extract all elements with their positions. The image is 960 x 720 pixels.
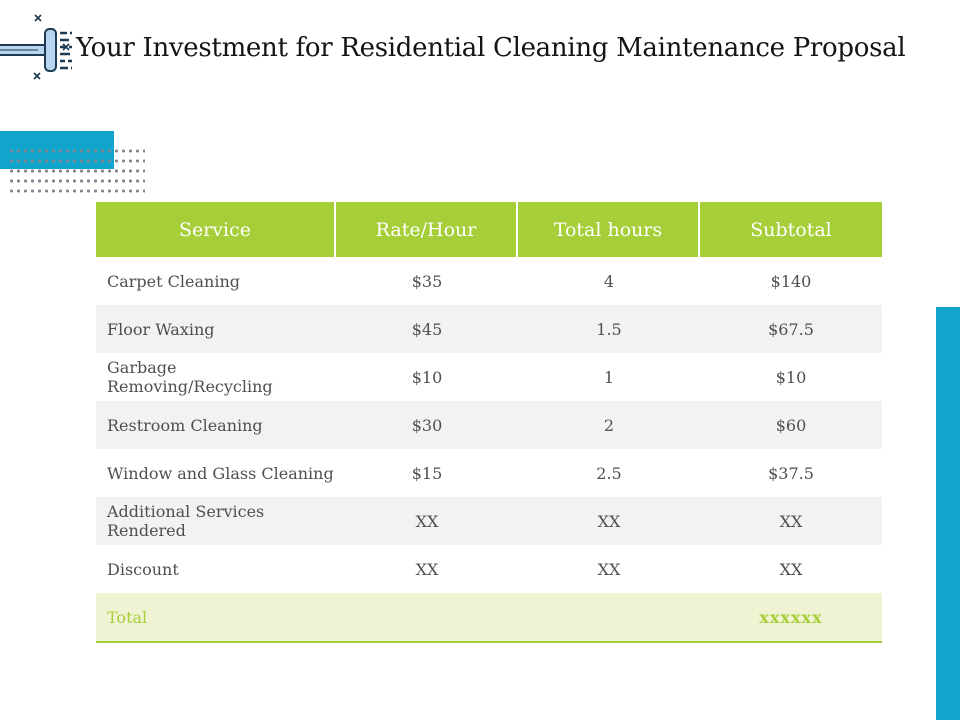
cell-subtotal: XX	[779, 511, 803, 531]
table-row-carpet-cleaning: Carpet Cleaning $35 4 $140	[96, 257, 882, 305]
header-subtotal: Subtotal	[750, 218, 832, 241]
cell-hours: XX	[597, 511, 621, 531]
cell-rate: $35	[411, 271, 443, 291]
cell-rate: XX	[415, 511, 439, 531]
total-hours-empty	[518, 593, 700, 641]
table-row-restroom-cleaning: Restroom Cleaning $30 2 $60	[96, 401, 882, 449]
header-service: Service	[96, 202, 336, 257]
table-row-garbage-removing: Garbage Removing/Recycling $10 1 $10	[96, 353, 882, 401]
cell-service: Discount	[107, 559, 179, 579]
cell-hours: XX	[597, 559, 621, 579]
cell-service: Floor Waxing	[107, 319, 215, 339]
header-rate-hour: Rate/Hour	[336, 202, 518, 257]
cell-service: Carpet Cleaning	[107, 271, 240, 291]
cell-hours: 4	[603, 271, 615, 291]
table-row-total: Total xxxxxx	[96, 593, 882, 643]
cell-rate: $30	[411, 415, 443, 435]
cell-service: Garbage Removing/Recycling	[107, 358, 273, 396]
cell-subtotal: $37.5	[768, 463, 814, 483]
cell-subtotal: $60	[775, 415, 807, 435]
cell-hours: 2	[603, 415, 615, 435]
table-row-floor-waxing: Floor Waxing $45 1.5 $67.5	[96, 305, 882, 353]
cell-hours: 2.5	[596, 463, 622, 483]
cell-service: Additional Services Rendered	[107, 502, 265, 540]
cell-service: Restroom Cleaning	[107, 415, 263, 435]
squeegee-cleaning-icon	[0, 12, 86, 92]
cell-subtotal: $10	[775, 367, 807, 387]
table-header-row: Service Rate/Hour Total hours Subtotal	[96, 202, 882, 257]
cell-hours: 1.5	[596, 319, 622, 339]
cell-subtotal: $140	[770, 271, 812, 291]
page-title: Your Investment for Residential Cleaning…	[76, 33, 906, 63]
pricing-table: Service Rate/Hour Total hours Subtotal C…	[96, 202, 882, 643]
cell-rate: XX	[415, 559, 439, 579]
cell-rate: $15	[411, 463, 443, 483]
cell-service: Window and Glass Cleaning	[107, 463, 334, 483]
cell-subtotal: $67.5	[768, 319, 814, 339]
accent-side-bar	[936, 307, 960, 720]
dots-pattern	[8, 146, 145, 195]
table-row-window-glass-cleaning: Window and Glass Cleaning $15 2.5 $37.5	[96, 449, 882, 497]
table-row-discount: Discount XX XX XX	[96, 545, 882, 593]
cell-rate: $45	[411, 319, 443, 339]
cell-subtotal: XX	[779, 559, 803, 579]
total-rate-empty	[336, 593, 518, 641]
table-row-additional-services: Additional Services Rendered XX XX XX	[96, 497, 882, 545]
cell-hours: 1	[603, 367, 615, 387]
squeegee-icon-svg	[0, 14, 86, 80]
cell-rate: $10	[411, 367, 443, 387]
header-total-hours: Total hours	[518, 202, 700, 257]
total-label: Total	[107, 607, 148, 627]
total-value: xxxxxx	[759, 607, 823, 627]
